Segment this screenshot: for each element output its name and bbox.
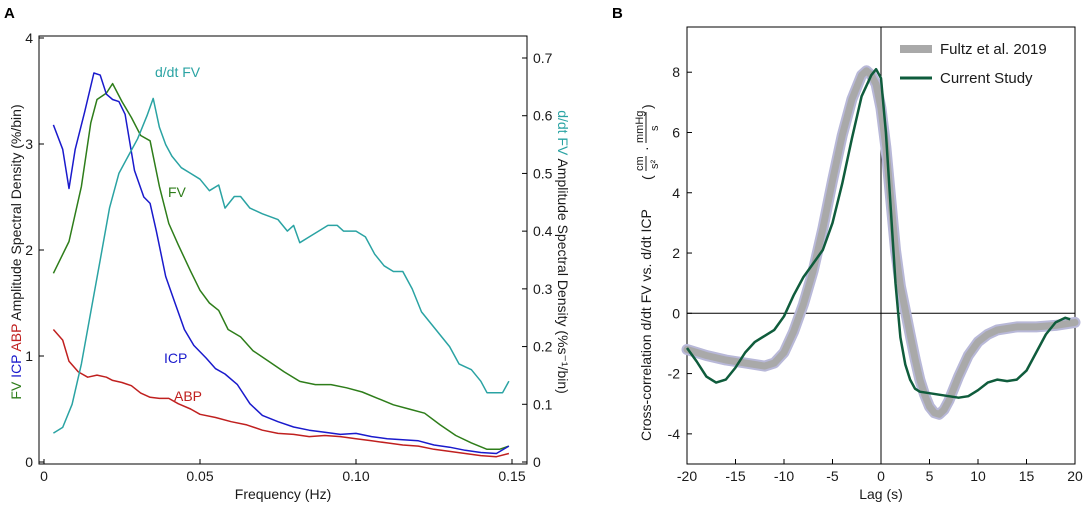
panel-b-legend: Fultz et al. 2019 Current Study [900,41,1047,87]
panel-a-x-ticks: 0 0.05 0.10 0.15 [40,459,526,484]
panel-b-x-ticks: -20 -15 -10 -5 0 5 10 15 20 [677,459,1083,484]
b-y-tick-label: -2 [668,366,681,382]
b-y-axis-title: Cross-correlation d/dt FV vs. d/dt ICP (… [634,104,661,441]
b-y-tick-label: 0 [672,305,680,321]
b-x-tick-label: -20 [677,468,697,484]
b-ylabel-main: Cross-correlation d/dt FV vs. d/dt ICP [638,209,654,441]
b-x-tick-label: 10 [970,468,986,484]
a-y-tick-label-right: 0.5 [533,165,553,181]
a-y-axis-title-left: FV ICP ABP Amplitude Spectral Density (%… [8,104,24,399]
legend-label-fultz: Fultz et al. 2019 [940,41,1047,58]
a-label-fv: FV [168,184,187,200]
b-y-tick-label: -4 [668,426,681,442]
a-y-tick-label-left: 3 [25,136,33,152]
b-x-axis-title: Lag (s) [859,486,903,502]
panel-b-label: B [612,5,623,22]
a-series-line-fv [52,82,510,451]
b-y-tick-label: 8 [672,64,680,80]
a-y-tick-label-right: 0.3 [533,281,553,297]
a-ylabel-dfv: d/dt FV [555,110,571,156]
b-ylabel-dot: · [638,146,654,151]
b-ylabel-frac1-den: s² [649,160,661,170]
a-x-tick-label: 0 [40,468,48,484]
b-x-tick-label: -5 [826,468,839,484]
b-x-tick-label: 15 [1019,468,1035,484]
panel-a-y-ticks-left: 0 1 2 3 4 [25,30,44,470]
b-ylabel-open-paren: ( [639,175,655,180]
b-y-tick-label: 2 [672,245,680,261]
a-y-tick-label-left: 4 [25,30,33,46]
b-y-tick-label: 4 [672,185,680,201]
a-series-line-icp [52,72,510,455]
panel-a-frame [38,35,528,465]
a-y-tick-label-right: 0 [533,454,541,470]
panel-b-y-ticks: -4 -2 0 2 4 6 8 [668,64,692,442]
b-x-tick-label: 0 [877,468,885,484]
a-ylabel-abp: ABP [8,324,24,352]
panel-a: A d/dt FV FV ICP ABP 0 0.05 0.10 0.15 01234… [4,5,571,502]
panel-a-series [52,72,510,458]
a-y-axis-title-right: d/dt FV Amplitude Spectral Density (%s⁻¹… [555,110,571,394]
a-y-tick-label-right: 0.7 [533,50,553,66]
a-y-tick-label-right: 0.2 [533,339,553,355]
a-series-line-abp [52,329,510,458]
a-y-tick-label-right: 0.6 [533,108,553,124]
b-ylabel-frac1-num: cm [634,156,646,171]
b-series-line-current [685,67,1071,399]
b-x-tick-label: 20 [1067,468,1083,484]
b-ylabel-close-paren: ) [639,104,655,109]
b-x-tick-label: -10 [774,468,794,484]
a-x-tick-label: 0.05 [186,468,213,484]
b-ylabel-frac2-num: mmHg [634,111,646,143]
a-label-abp: ABP [174,388,202,404]
b-x-tick-label: -15 [725,468,745,484]
legend-label-current: Current Study [940,70,1033,87]
a-label-icp: ICP [164,350,187,366]
b-series-line-fultz [683,67,1079,418]
panel-a-label: A [4,5,15,22]
b-y-tick-label: 6 [672,124,680,140]
a-ylabel-icp: ICP [8,355,24,378]
a-ylabel-right-rest: Amplitude Spectral Density (%s⁻¹/bin) [555,158,571,393]
a-x-tick-label: 0.10 [342,468,369,484]
a-y-tick-label-right: 0.4 [533,223,553,239]
b-ylabel-frac2-den: s [649,125,661,131]
a-ylabel-fv: FV [8,381,24,400]
a-y-tick-label-left: 2 [25,242,33,258]
panel-b-series [681,65,1081,420]
a-y-tick-label-left: 0 [25,454,33,470]
a-series-line-d-dt-fv [53,97,510,434]
panel-a-y-ticks-right: 0 0.1 0.2 0.3 0.4 0.5 0.6 0.7 [522,50,553,470]
a-ylabel-left-rest: Amplitude Spectral Density (%/bin) [8,104,24,320]
b-x-tick-label: 5 [926,468,934,484]
a-x-axis-title: Frequency (Hz) [235,486,331,502]
a-label-dfv: d/dt FV [155,64,201,80]
a-y-tick-label-right: 0.1 [533,396,553,412]
a-x-tick-label: 0.15 [498,468,525,484]
a-y-tick-label-left: 1 [25,348,33,364]
